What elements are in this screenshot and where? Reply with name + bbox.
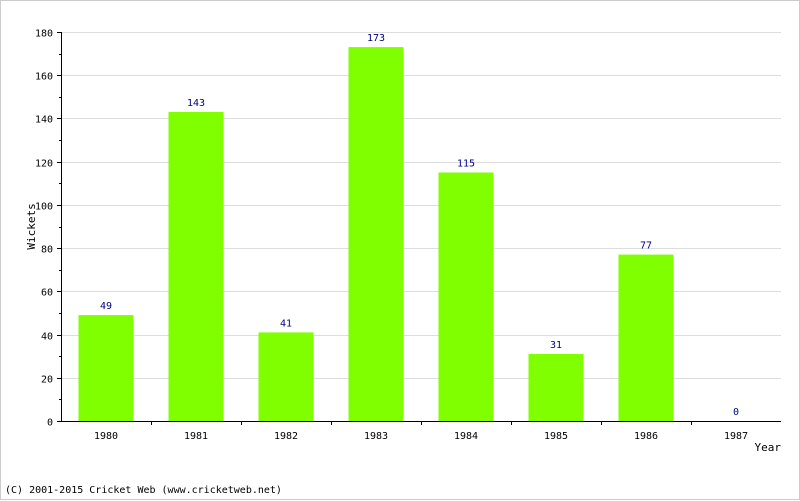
x-tick-label: 1984 [454, 431, 478, 442]
y-tick-label: 80 [41, 245, 53, 256]
y-axis-title: Wickets [25, 203, 38, 249]
y-tick-label: 140 [35, 115, 53, 126]
data-label: 49 [100, 301, 112, 312]
y-tick-label: 180 [35, 29, 53, 40]
data-label: 31 [550, 340, 562, 351]
bar [78, 315, 134, 421]
data-label: 0 [733, 407, 739, 418]
y-tick-label: 60 [41, 288, 53, 299]
y-tick-label: 160 [35, 72, 53, 83]
bar [348, 47, 404, 421]
x-tick-label: 1987 [724, 431, 748, 442]
bar [258, 332, 314, 421]
data-label: 143 [187, 98, 205, 109]
x-tick-label: 1985 [544, 431, 568, 442]
y-tick-label: 120 [35, 159, 53, 170]
x-tick-label: 1981 [184, 431, 208, 442]
y-tick-label: 40 [41, 332, 53, 343]
labels: 0 20 40 60 80 100 120 140 160 180 49 1980 143 1981 41 1… [35, 29, 748, 443]
y-tick-label: 100 [35, 202, 53, 213]
bar [168, 112, 224, 421]
data-label: 77 [640, 241, 652, 252]
axes [57, 32, 781, 425]
x-tick-label: 1983 [364, 431, 388, 442]
copyright-credit: (C) 2001-2015 Cricket Web (www.cricketwe… [5, 485, 282, 496]
bar [438, 172, 494, 421]
y-tick-label: 20 [41, 375, 53, 386]
data-label: 173 [367, 33, 385, 44]
x-tick-label: 1986 [634, 431, 658, 442]
x-tick-label: 1982 [274, 431, 298, 442]
data-label: 41 [280, 318, 292, 329]
bars [78, 47, 674, 421]
bar [618, 254, 674, 421]
x-axis-title: Year [755, 441, 782, 454]
y-tick-label: 0 [47, 418, 53, 429]
bar [528, 354, 584, 421]
x-tick-label: 1980 [94, 431, 118, 442]
data-label: 115 [457, 159, 475, 170]
